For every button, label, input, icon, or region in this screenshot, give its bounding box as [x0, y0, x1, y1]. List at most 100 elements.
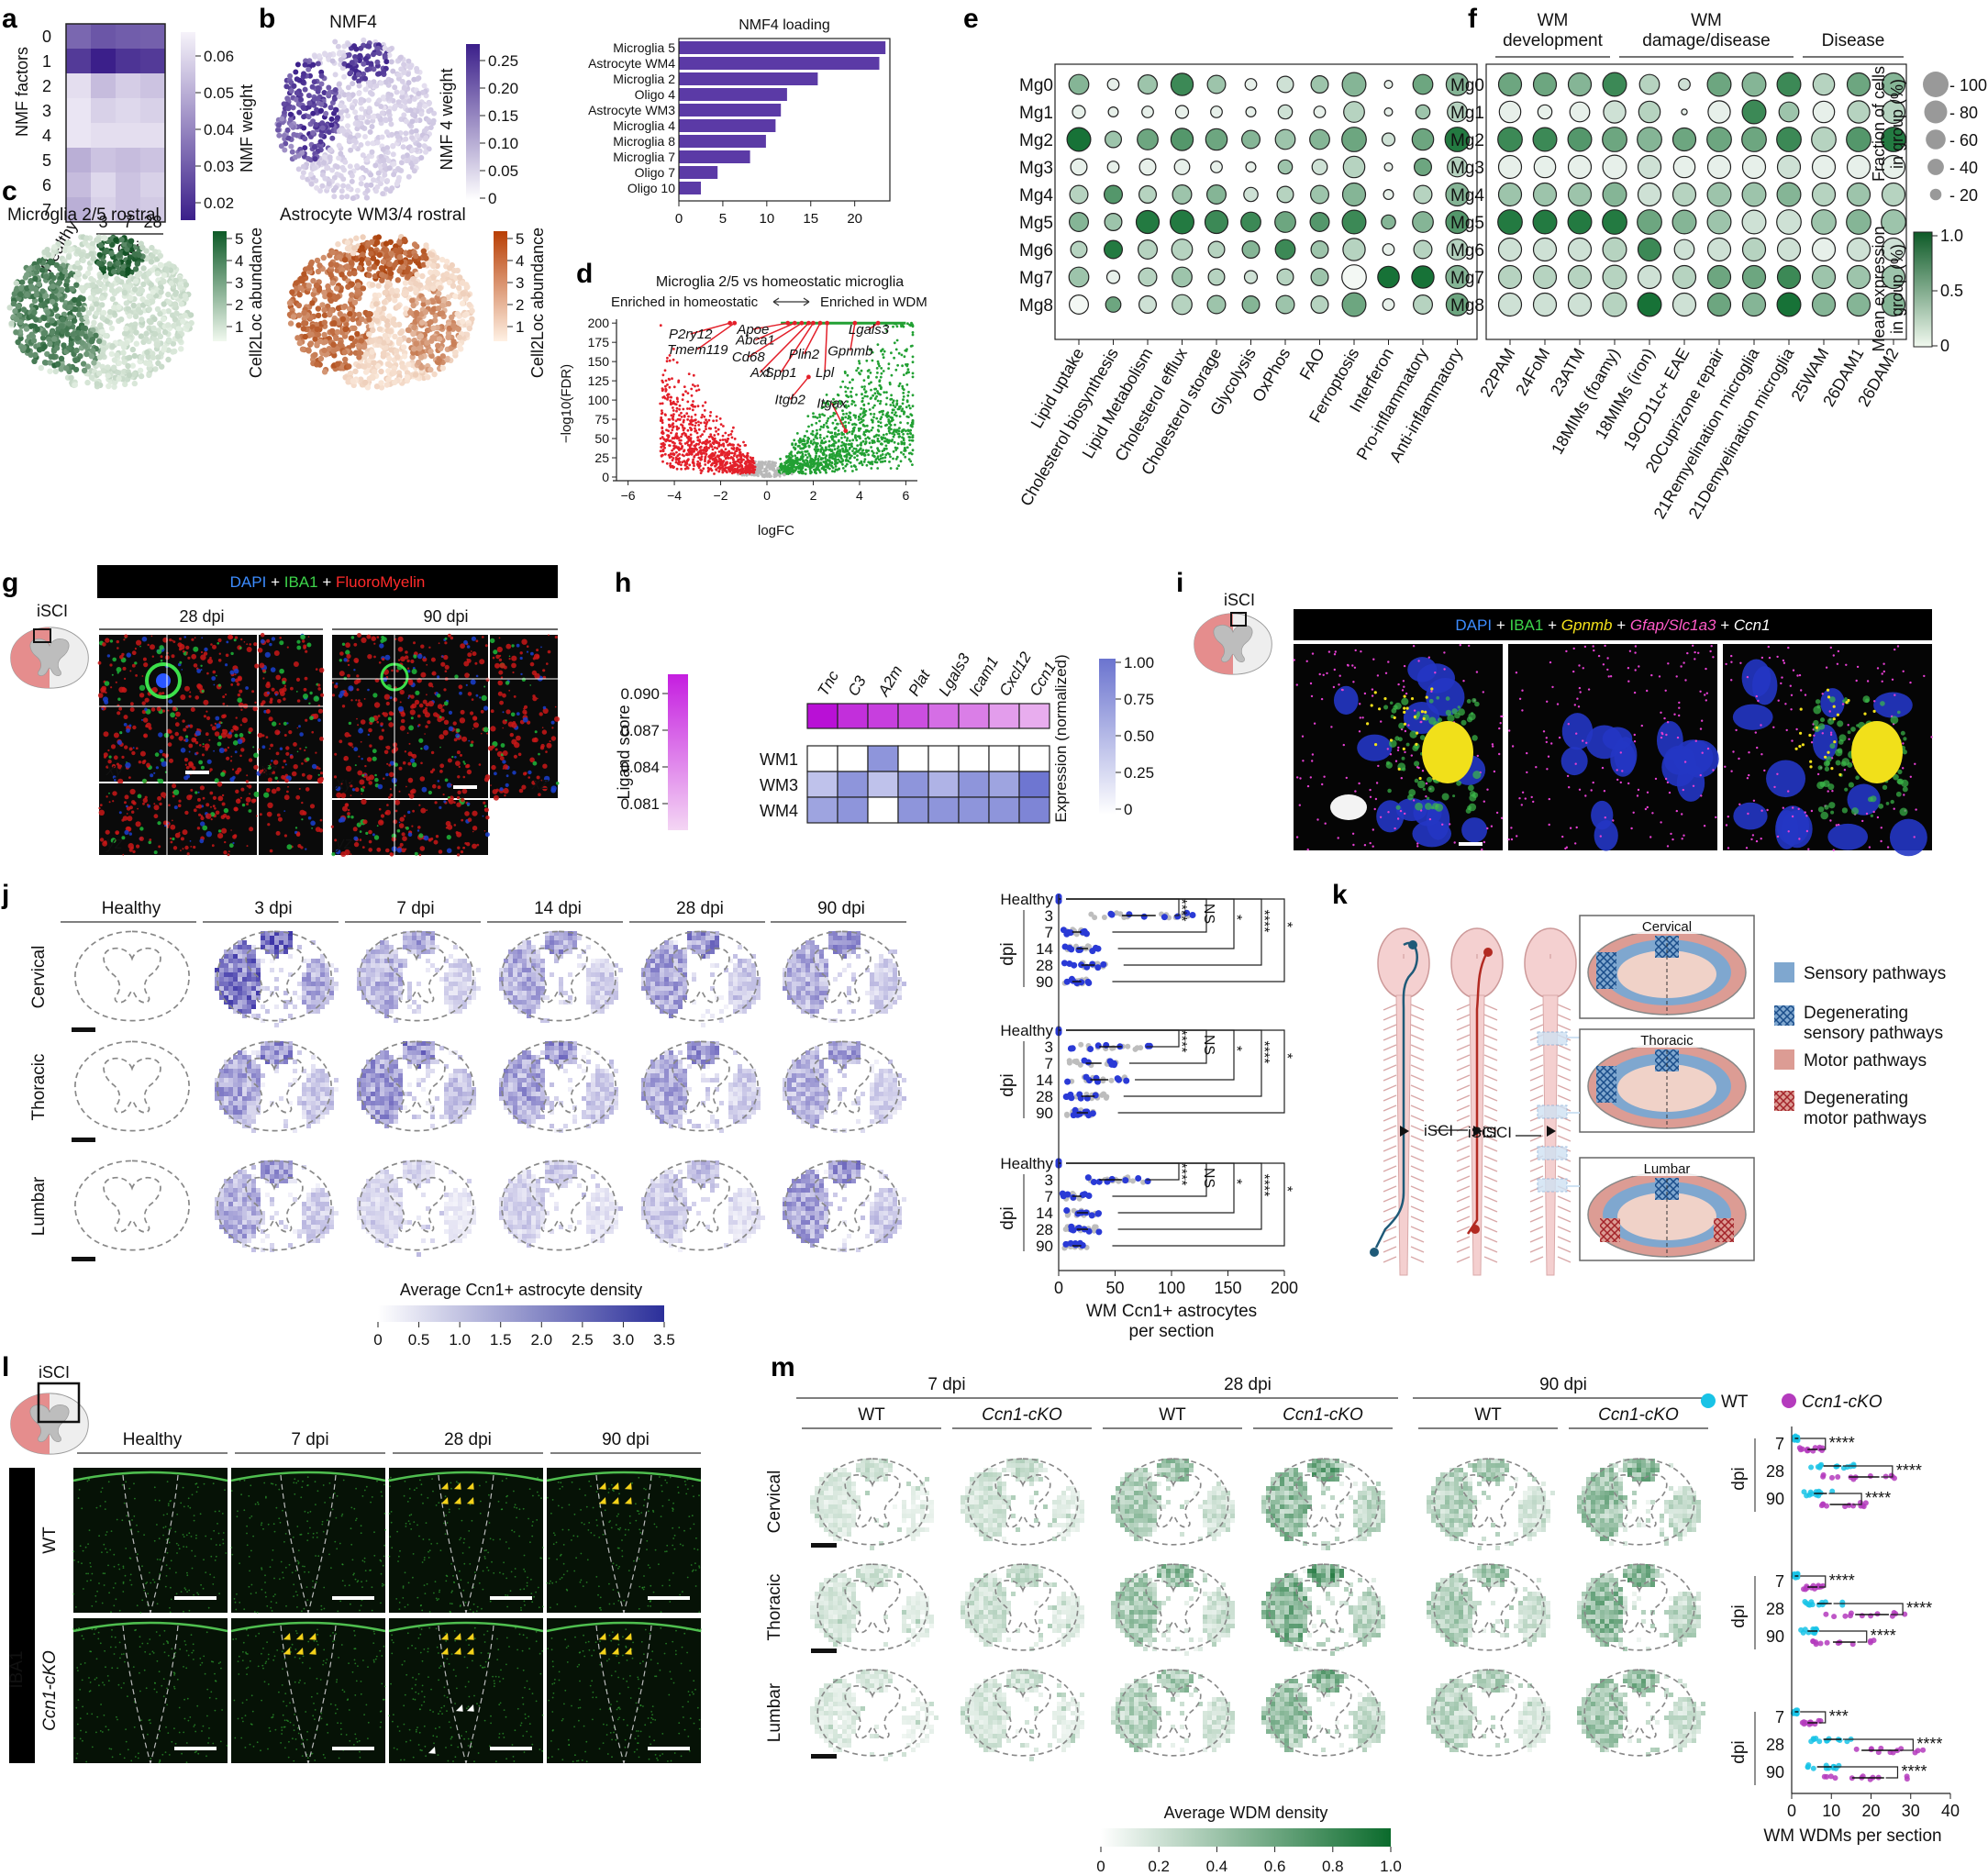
- c-map-left-dot: [102, 235, 108, 241]
- d-point: [827, 416, 830, 420]
- b-map-dot: [388, 121, 394, 128]
- c-map-left-dot: [126, 284, 132, 291]
- d-point: [865, 449, 869, 452]
- c-map-right-dot: [302, 333, 308, 340]
- c-map-right-dot: [314, 341, 320, 348]
- b-map-dot: [358, 181, 364, 187]
- c-map-left-dot: [100, 309, 107, 316]
- c-map-right-dot: [414, 272, 420, 278]
- b-map-dot: [332, 39, 339, 45]
- d-point: [660, 446, 663, 449]
- c-map-left-dot: [89, 240, 96, 247]
- b-map-dot: [407, 64, 414, 71]
- b-map-dot: [391, 161, 397, 167]
- d-ytick: 50: [594, 431, 609, 446]
- b-map-dot: [319, 125, 326, 131]
- c-map-right-dot: [321, 369, 328, 375]
- a-cell: [66, 123, 91, 148]
- c-map-right-dot: [428, 251, 436, 259]
- d-point: [846, 386, 850, 390]
- b-map-dot: [410, 147, 416, 153]
- c-map-right-dot: [378, 368, 384, 375]
- b-bar-label: Astrocyte WM3: [588, 103, 675, 117]
- c-map-right-dot: [345, 245, 351, 251]
- c-map-left-dot: [61, 342, 67, 349]
- b-map-dot: [339, 164, 346, 171]
- b-bar-xtick: 10: [759, 211, 774, 227]
- c-right-title: Astrocyte WM3/4 rostral: [280, 205, 466, 225]
- d-point: [880, 372, 883, 375]
- c-map-left-dot: [78, 284, 84, 291]
- c-map-left-dot: [28, 351, 34, 358]
- c-map-right-dot: [466, 301, 472, 308]
- c-map-left-dot: [106, 261, 113, 267]
- d-point: [876, 439, 880, 443]
- c-map-left-dot: [140, 273, 147, 280]
- d-point: [842, 413, 845, 416]
- d-point: [813, 441, 816, 444]
- b-bar-label: Microglia 7: [613, 150, 675, 164]
- d-point: [765, 466, 768, 470]
- d-point: [668, 359, 672, 362]
- c-map-right-dot: [321, 331, 328, 339]
- c-map-right-dot: [387, 270, 394, 277]
- d-point: [668, 385, 672, 389]
- d-point: [683, 442, 687, 445]
- b-map-dot: [299, 174, 305, 181]
- d-point: [700, 455, 704, 459]
- d-point: [901, 407, 905, 411]
- c-map-left-dot: [52, 305, 60, 312]
- d-point: [906, 368, 910, 372]
- c-map-right-dot: [330, 341, 337, 348]
- d-point: [863, 394, 867, 398]
- c-map-left-dot: [34, 326, 40, 333]
- d-point: [746, 451, 750, 455]
- b-map-dot: [369, 149, 375, 155]
- b-map-dot: [380, 146, 386, 152]
- d-point: [860, 407, 863, 410]
- c-map-right-dot: [321, 289, 328, 296]
- c-map-left-dot: [67, 247, 73, 254]
- c-map-right-dot: [333, 285, 340, 292]
- d-point: [871, 450, 873, 453]
- d-point: [709, 427, 712, 430]
- d-point: [875, 416, 879, 420]
- d-point: [862, 414, 866, 417]
- c-map-right-dot: [294, 335, 301, 341]
- d-point: [804, 472, 807, 475]
- d-point: [697, 427, 701, 431]
- c-map-right-dot: [437, 284, 443, 292]
- c-map-right-dot: [370, 255, 377, 261]
- b-map-dot: [326, 84, 332, 91]
- b-map-dot: [416, 91, 422, 96]
- d-point: [844, 416, 848, 419]
- d-point: [882, 353, 884, 356]
- b-map-dot: [384, 178, 391, 183]
- d-ytick: 175: [588, 335, 610, 350]
- d-point: [663, 452, 667, 456]
- b-map-dot: [283, 140, 289, 147]
- c-map-right-dot: [341, 303, 349, 310]
- b-map-dot: [352, 54, 358, 60]
- c-map-right-dot: [296, 339, 303, 347]
- c-map-right-dot: [375, 234, 382, 240]
- c-map-left-dot: [139, 296, 146, 303]
- c-map-right-dot: [396, 254, 404, 261]
- c-map-right-dot: [410, 330, 416, 338]
- b-map-dot: [336, 82, 342, 88]
- c-map-right-dot: [365, 240, 372, 247]
- c-map-left-dot: [171, 322, 177, 329]
- c-map-left-dot: [184, 323, 191, 329]
- c-map-right-dot: [321, 306, 328, 314]
- d-xtick: 4: [856, 488, 863, 503]
- d-point: [879, 461, 883, 463]
- b-map-dot: [413, 128, 419, 134]
- c-map-right-dot: [299, 346, 306, 352]
- c-map-right-dot: [375, 306, 382, 313]
- b-map-dot: [312, 156, 318, 162]
- d-point: [816, 428, 818, 432]
- b-bar-label: Oligo 4: [635, 87, 676, 102]
- b-map-dot: [401, 112, 407, 118]
- a-cell: [66, 24, 91, 49]
